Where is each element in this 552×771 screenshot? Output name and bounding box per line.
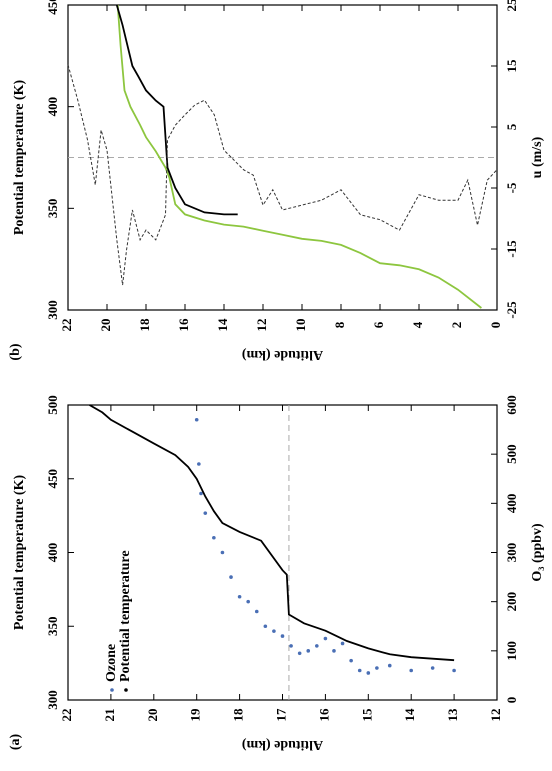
x-tick-label: 2 <box>449 322 464 329</box>
y2-tick-label: -5 <box>504 182 519 193</box>
y2-tick-label: 100 <box>504 641 519 661</box>
data-point <box>375 666 379 670</box>
y2-tick-label: 200 <box>504 592 519 612</box>
data-point <box>409 668 414 673</box>
data-point <box>197 462 201 466</box>
x-tick-label: 10 <box>293 319 308 332</box>
y2-tick-label: 400 <box>504 494 519 514</box>
data-point <box>349 658 353 663</box>
y2-axis-title: u (m/s) <box>530 136 545 178</box>
series-line <box>89 404 455 662</box>
x-tick-label: 14 <box>215 318 230 332</box>
data-point <box>430 666 435 670</box>
x-tick-label: 15 <box>359 708 374 722</box>
x-tick-label: 16 <box>316 708 331 722</box>
panel-label: (b) <box>8 343 23 360</box>
y-tick-label: 400 <box>45 543 60 563</box>
data-point <box>280 634 285 638</box>
data-point <box>452 668 456 673</box>
x-tick-label: 20 <box>98 319 113 332</box>
legend-marker <box>124 688 128 692</box>
y-tick-label: 300 <box>45 300 60 320</box>
data-point <box>357 668 362 673</box>
data-point <box>297 651 302 656</box>
y-tick-label: 450 <box>45 0 60 15</box>
x-tick-label: 22 <box>59 319 74 332</box>
y-tick-label: 350 <box>45 617 60 637</box>
x-tick-label: 16 <box>176 318 191 332</box>
legend-label: Potential temperature <box>118 550 133 682</box>
data-point <box>203 511 208 515</box>
x-tick-label: 12 <box>254 319 269 332</box>
y-tick-label: 350 <box>45 199 60 219</box>
x-tick-label: 21 <box>102 709 117 722</box>
x-tick-label: 18 <box>231 708 246 722</box>
x-tick-label: 4 <box>410 321 425 328</box>
data-point <box>220 550 225 555</box>
y2-tick-label: 500 <box>504 444 519 464</box>
data-point <box>194 417 199 422</box>
x-tick-label: 18 <box>137 318 152 332</box>
y-tick-label: 500 <box>45 395 60 415</box>
data-point <box>289 644 293 648</box>
data-point <box>323 636 328 641</box>
y-axis-title: Potential temperature (K) <box>12 80 27 236</box>
y-axis-title: Potential temperature (K) <box>12 475 27 631</box>
x-axis-title: Altitude (km) <box>242 347 324 362</box>
data-point <box>272 629 276 633</box>
x-tick-label: 0 <box>488 322 503 329</box>
data-point <box>306 649 311 653</box>
y-tick-label: 300 <box>45 690 60 710</box>
data-point <box>246 599 250 604</box>
x-tick-label: 14 <box>402 708 417 722</box>
panel-label: (a) <box>8 734 23 751</box>
x-axis-title: Altitude (km) <box>242 737 324 752</box>
legend-marker <box>110 688 114 692</box>
series-line <box>115 4 238 216</box>
data-point <box>263 624 268 629</box>
data-point <box>332 649 336 653</box>
data-point <box>366 671 371 675</box>
x-tick-label: 13 <box>445 708 460 722</box>
y2-tick-label: 600 <box>504 395 519 415</box>
series-line <box>116 4 482 309</box>
series-line <box>67 64 498 286</box>
x-tick-label: 12 <box>488 709 503 722</box>
x-tick-label: 8 <box>332 321 347 328</box>
legend-label: Ozone <box>104 644 119 682</box>
y2-tick-label: 0 <box>504 697 519 704</box>
y2-tick-label: 5 <box>504 123 519 130</box>
y2-tick-label: -15 <box>504 240 519 258</box>
y2-axis-title: O₃ (ppbv) <box>530 523 545 582</box>
x-tick-label: 6 <box>371 321 386 328</box>
x-tick-label: 17 <box>273 708 288 722</box>
data-point <box>387 663 392 668</box>
y-tick-label: 400 <box>45 97 60 117</box>
y2-tick-label: 15 <box>504 59 519 73</box>
y-tick-label: 450 <box>45 469 60 489</box>
data-point <box>237 594 242 599</box>
y2-tick-label: 300 <box>504 543 519 563</box>
y2-tick-label: 25 <box>504 0 519 12</box>
y2-tick-label: -25 <box>504 301 519 319</box>
data-point <box>229 575 233 579</box>
data-point <box>254 609 259 614</box>
x-tick-label: 20 <box>145 709 160 722</box>
x-tick-label: 19 <box>188 708 203 722</box>
data-point <box>340 641 345 646</box>
data-point <box>212 535 216 540</box>
data-point <box>315 644 319 648</box>
data-point <box>199 491 203 496</box>
x-tick-label: 22 <box>59 709 74 722</box>
